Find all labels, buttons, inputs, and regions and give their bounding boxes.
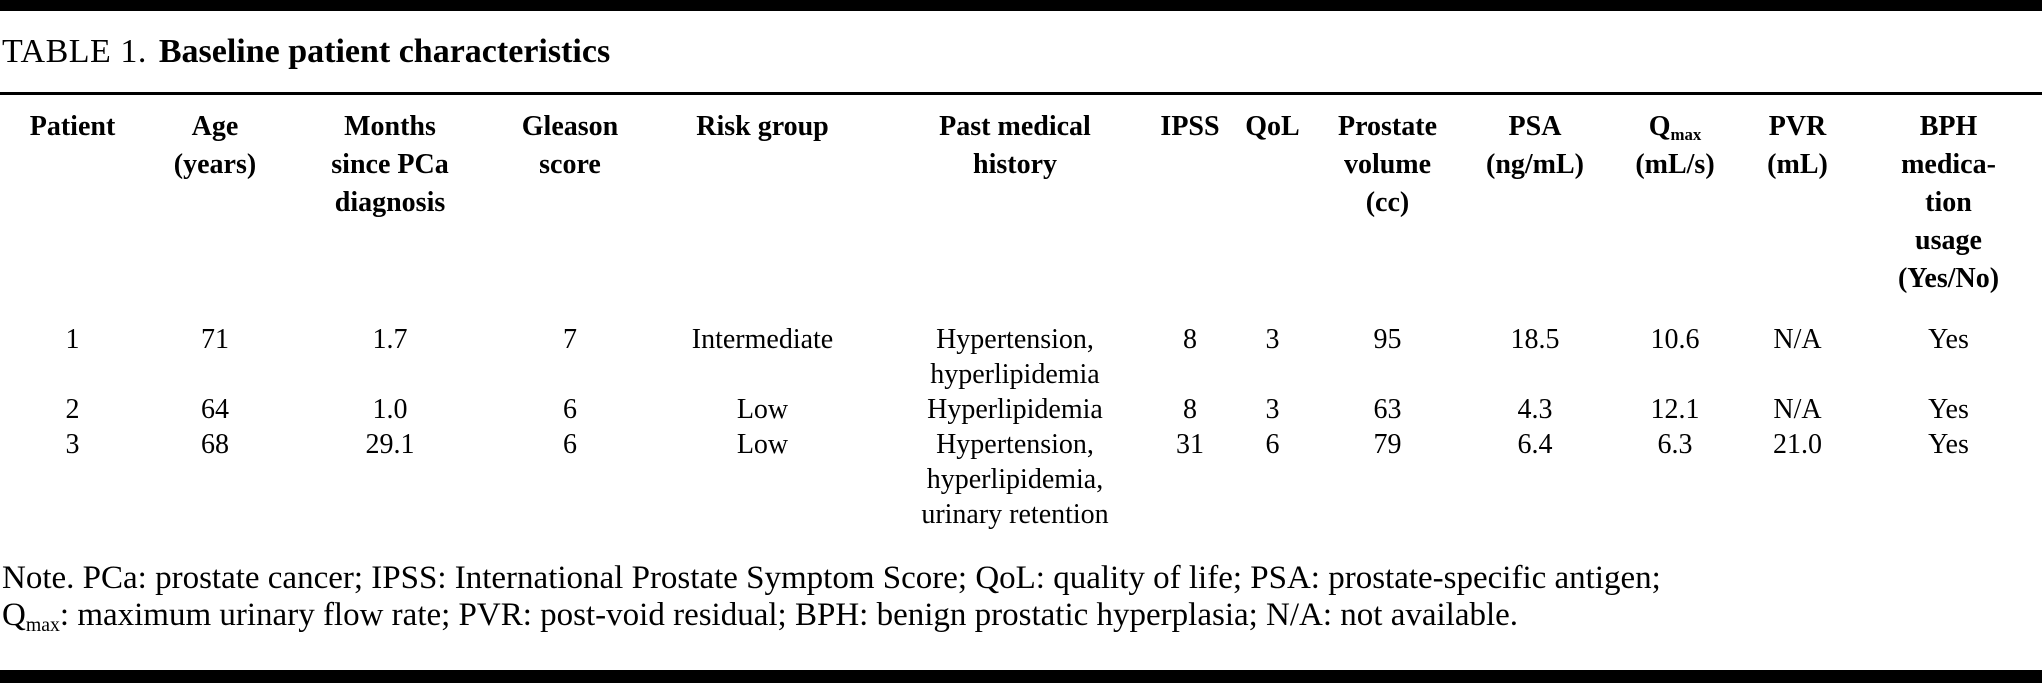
table-cell: Low: [736, 429, 789, 460]
table-cell: 79: [1373, 429, 1402, 460]
table-cell: 71: [201, 324, 229, 355]
table-cell: 1.0: [372, 394, 408, 425]
table-row-patient-1: 1 71 1.7 7 Intermediate Hypertension, hy…: [0, 322, 2042, 392]
table-caption: Baseline patient characteristics: [158, 33, 611, 70]
table-cell: N/A: [1773, 394, 1822, 425]
table-note: Note. PCa: prostate cancer; IPSS: Intern…: [2, 560, 2042, 634]
header-row: Patient Age (years) Months since PCa dia…: [0, 95, 2042, 322]
col-header-qmax: Qmax (mL/s): [1635, 111, 1715, 180]
table-title: TABLE 1. Baseline patient characteristics: [2, 32, 2042, 72]
table-cell: Hypertension, hyperlipidemia, urinary re…: [921, 429, 1109, 530]
table-cell: Hypertension, hyperlipidemia: [930, 324, 1100, 390]
table-cell: 6: [563, 394, 577, 425]
table-cell: 3: [65, 429, 80, 460]
table-cell: 6: [1265, 429, 1280, 460]
col-header-gleason-score: Gleason score: [521, 111, 619, 180]
col-header-prostate-volume: Prostate volume (cc): [1338, 111, 1437, 218]
header-top-rule: [0, 92, 2042, 95]
table-cell: Low: [736, 394, 789, 425]
bottom-rule: [0, 670, 2042, 683]
top-rule: [0, 0, 2042, 11]
table-cell: 2: [65, 394, 80, 425]
table-cell: 6.4: [1517, 429, 1553, 460]
table-cell: Intermediate: [691, 324, 834, 355]
table-cell: 31: [1176, 429, 1204, 460]
col-header-qol: QoL: [1245, 111, 1300, 142]
table-cell: Yes: [1928, 324, 1969, 355]
note-line-2: Qmax: maximum urinary flow rate; PVR: po…: [2, 597, 1519, 636]
table-number: TABLE 1.: [2, 33, 147, 70]
table-cell: 95: [1373, 324, 1402, 355]
table-cell: 10.6: [1650, 324, 1700, 355]
col-header-age: Age (years): [173, 111, 257, 180]
table-cell: 8: [1183, 394, 1197, 425]
table-cell: Hyperlipidemia: [927, 394, 1103, 425]
col-header-pvr: PVR (mL): [1767, 111, 1828, 180]
table-row-patient-3: 3 68 29.1 6 Low Hypertension, hyperlipid…: [0, 427, 2042, 532]
table-cell: N/A: [1773, 324, 1822, 355]
table-cell: 4.3: [1517, 394, 1553, 425]
table-cell: 64: [201, 394, 229, 425]
table-cell: 3: [1265, 394, 1280, 425]
patient-characteristics-table: Patient Age (years) Months since PCa dia…: [0, 95, 2042, 532]
table-cell: 6.3: [1657, 429, 1693, 460]
table-cell: 18.5: [1510, 324, 1560, 355]
table-row-patient-2: 2 64 1.0 6 Low Hyperlipidemia 8 3 63 4.3…: [0, 392, 2042, 427]
table-cell: 29.1: [365, 429, 415, 460]
table-cell: 1.7: [372, 324, 408, 355]
col-header-ipss: IPSS: [1160, 111, 1220, 142]
table-cell: Yes: [1928, 429, 1969, 460]
col-header-patient: Patient: [29, 111, 116, 142]
table-cell: 12.1: [1650, 394, 1700, 425]
qmax-subscript: max: [25, 613, 60, 636]
table-cell: 6: [563, 429, 577, 460]
col-header-bph-medication-usage: BPH medica- tion usage (Yes/No): [1897, 111, 2000, 294]
qmax-subscript: max: [1670, 124, 1702, 144]
note-line-1: Note. PCa: prostate cancer; IPSS: Intern…: [2, 560, 1661, 596]
table-cell: 8: [1183, 324, 1197, 355]
table-cell: 1: [65, 324, 80, 355]
table-cell: 3: [1265, 324, 1280, 355]
table-cell: 21.0: [1773, 429, 1822, 460]
table-cell: 68: [201, 429, 229, 460]
col-header-risk-group: Risk group: [696, 111, 829, 142]
col-header-past-medical-history: Past medical history: [939, 111, 1091, 180]
table-cell: 7: [563, 324, 577, 355]
table-cell: Yes: [1928, 394, 1969, 425]
col-header-psa: PSA (ng/mL): [1486, 111, 1584, 180]
table-cell: 63: [1373, 394, 1402, 425]
col-header-months-since-diagnosis: Months since PCa diagnosis: [331, 111, 449, 218]
